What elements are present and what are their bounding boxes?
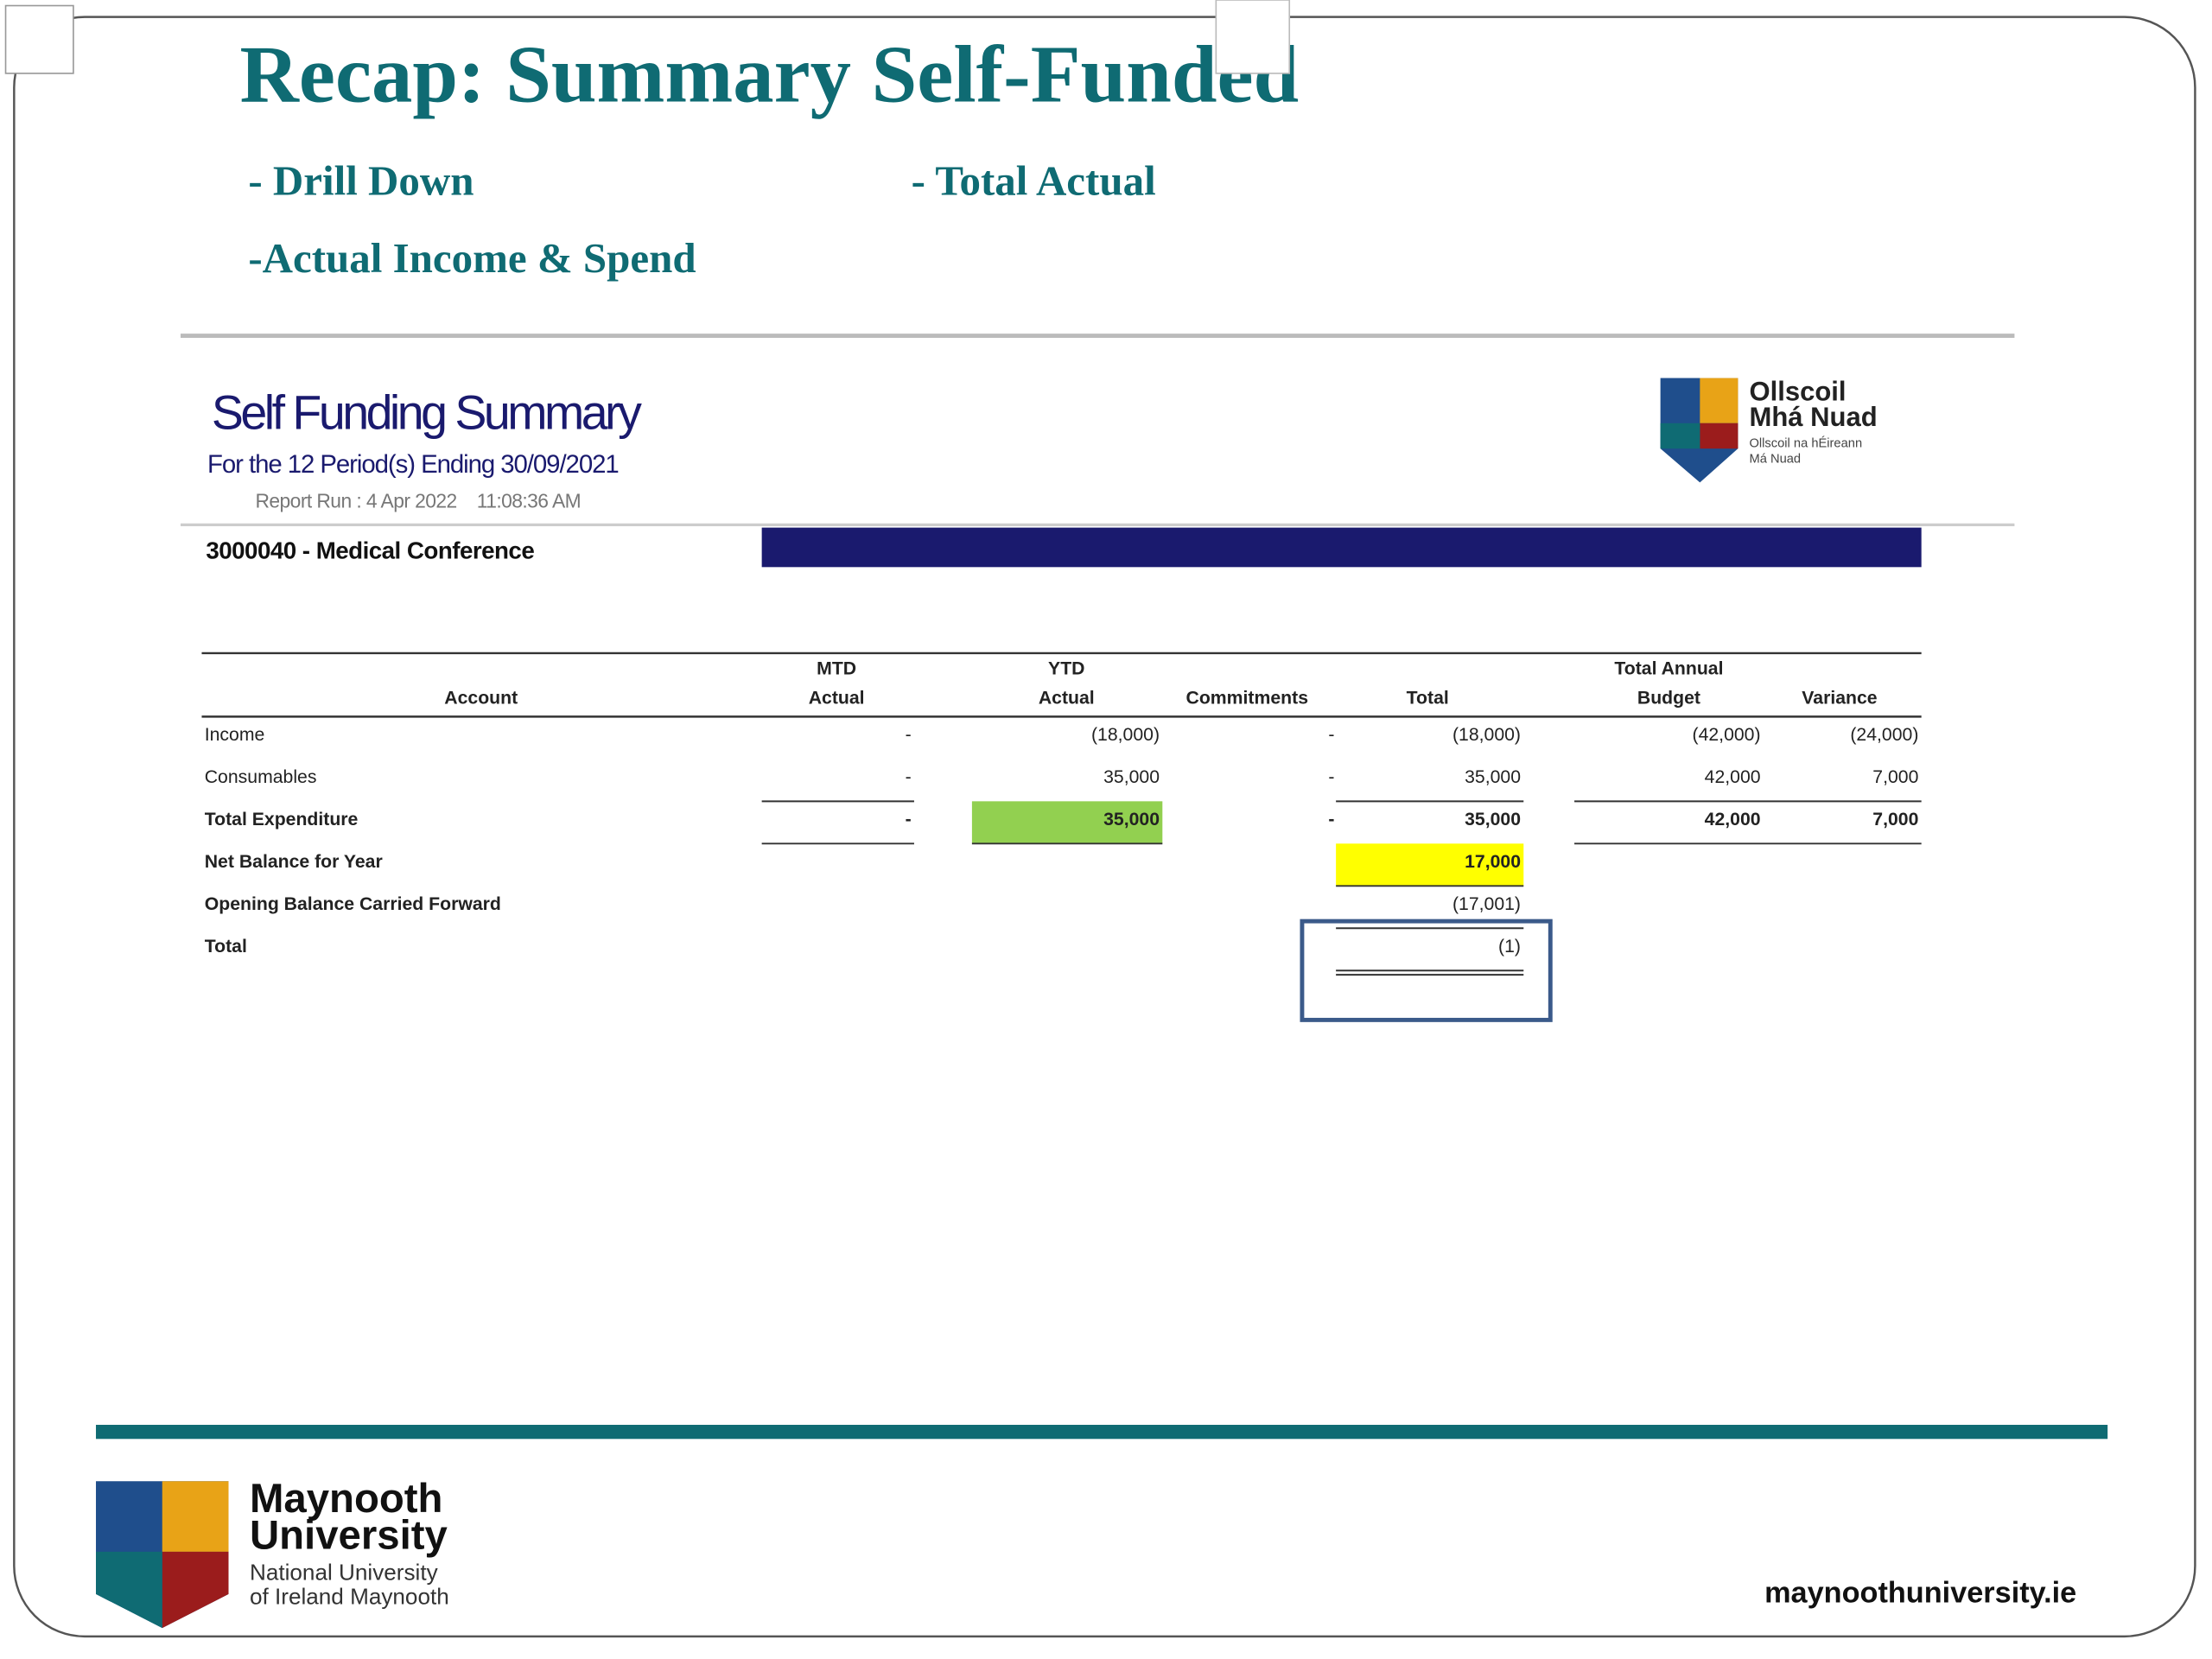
row-label: Net Balance for Year: [205, 852, 383, 872]
report-subtitle: For the 12 Period(s) Ending 30/09/2021: [207, 450, 620, 479]
report-title: Self Funding Summary: [212, 385, 642, 439]
highlight: [1336, 843, 1524, 887]
footer-logo-text: National University: [250, 1560, 438, 1586]
logo-text: Má Nuad: [1749, 453, 1801, 467]
column-header: YTD: [1048, 658, 1084, 678]
column-header: Variance: [1802, 689, 1877, 709]
cell: 35,000: [1103, 767, 1160, 787]
project-bar: [761, 527, 1922, 568]
footer-url: maynoothuniversity.ie: [1764, 1577, 2076, 1610]
total-rules: [761, 800, 1922, 976]
column-header: Total: [1407, 689, 1449, 709]
cell: 7,000: [1872, 767, 1918, 787]
logo-text: Ollscoil na hÉireann: [1749, 436, 1862, 451]
logo-text: Mhá Nuad: [1749, 402, 1877, 432]
cell: -: [1328, 810, 1334, 830]
column-header: Commitments: [1186, 689, 1308, 709]
bullet: - Total Actual: [912, 156, 1156, 204]
column-header: Account: [444, 689, 518, 709]
column-header: Actual: [809, 689, 865, 709]
row-label: Opening Balance Carried Forward: [205, 894, 501, 914]
cell: -: [1328, 725, 1334, 745]
column-header: Actual: [1039, 689, 1095, 709]
footer-bar: [96, 1424, 2108, 1440]
row-label: Consumables: [205, 767, 317, 787]
cell: (42,000): [1693, 725, 1761, 745]
cell: -: [1328, 767, 1334, 787]
column-header: Budget: [1637, 689, 1700, 709]
callout-box: [1300, 918, 1553, 1022]
overlay-box: [1215, 0, 1291, 74]
cell: (18,000): [1091, 725, 1160, 745]
cell: 42,000: [1705, 767, 1761, 787]
cell: -: [906, 725, 912, 745]
broken-image: [4, 4, 74, 74]
bullet: - Drill Down: [248, 156, 474, 204]
row-label: Total Expenditure: [205, 810, 359, 830]
cell: (1): [1498, 937, 1521, 957]
project-name: 3000040 - Medical Conference: [206, 537, 534, 564]
cell: 35,000: [1465, 767, 1521, 787]
highlight: [971, 801, 1163, 844]
footer-logo-text: University: [250, 1513, 448, 1559]
footer-logo-text: Maynooth: [250, 1476, 442, 1522]
report-logo: [1660, 378, 1738, 483]
slide-title: Recap: Summary Self-Funded: [240, 30, 1300, 120]
cell: 42,000: [1705, 810, 1761, 830]
row-label: Total: [205, 937, 247, 957]
report-run: Report Run : 4 Apr 2022 11:08:36 AM: [256, 490, 582, 512]
cell: 35,000: [1465, 810, 1521, 830]
column-header: MTD: [817, 658, 856, 678]
column-header: Total Annual: [1614, 658, 1723, 678]
table: Account MTD Actual YTD Actual Commitments Tota…: [205, 658, 1919, 957]
bullet: -Actual Income & Spend: [248, 234, 696, 282]
footer-logo-text: of Ireland Maynooth: [250, 1583, 449, 1609]
cell: 35,000: [1103, 810, 1160, 830]
logo-text: Ollscoil: [1749, 377, 1846, 407]
cell: (18,000): [1452, 725, 1521, 745]
footer-logo: [96, 1481, 229, 1629]
row-label: Income: [205, 725, 265, 745]
cell: 7,000: [1872, 810, 1918, 830]
cell: (17,001): [1452, 894, 1521, 914]
cell: 17,000: [1465, 852, 1521, 872]
cell: -: [906, 767, 912, 787]
cell: (24,000): [1850, 725, 1918, 745]
cell: -: [906, 810, 912, 830]
